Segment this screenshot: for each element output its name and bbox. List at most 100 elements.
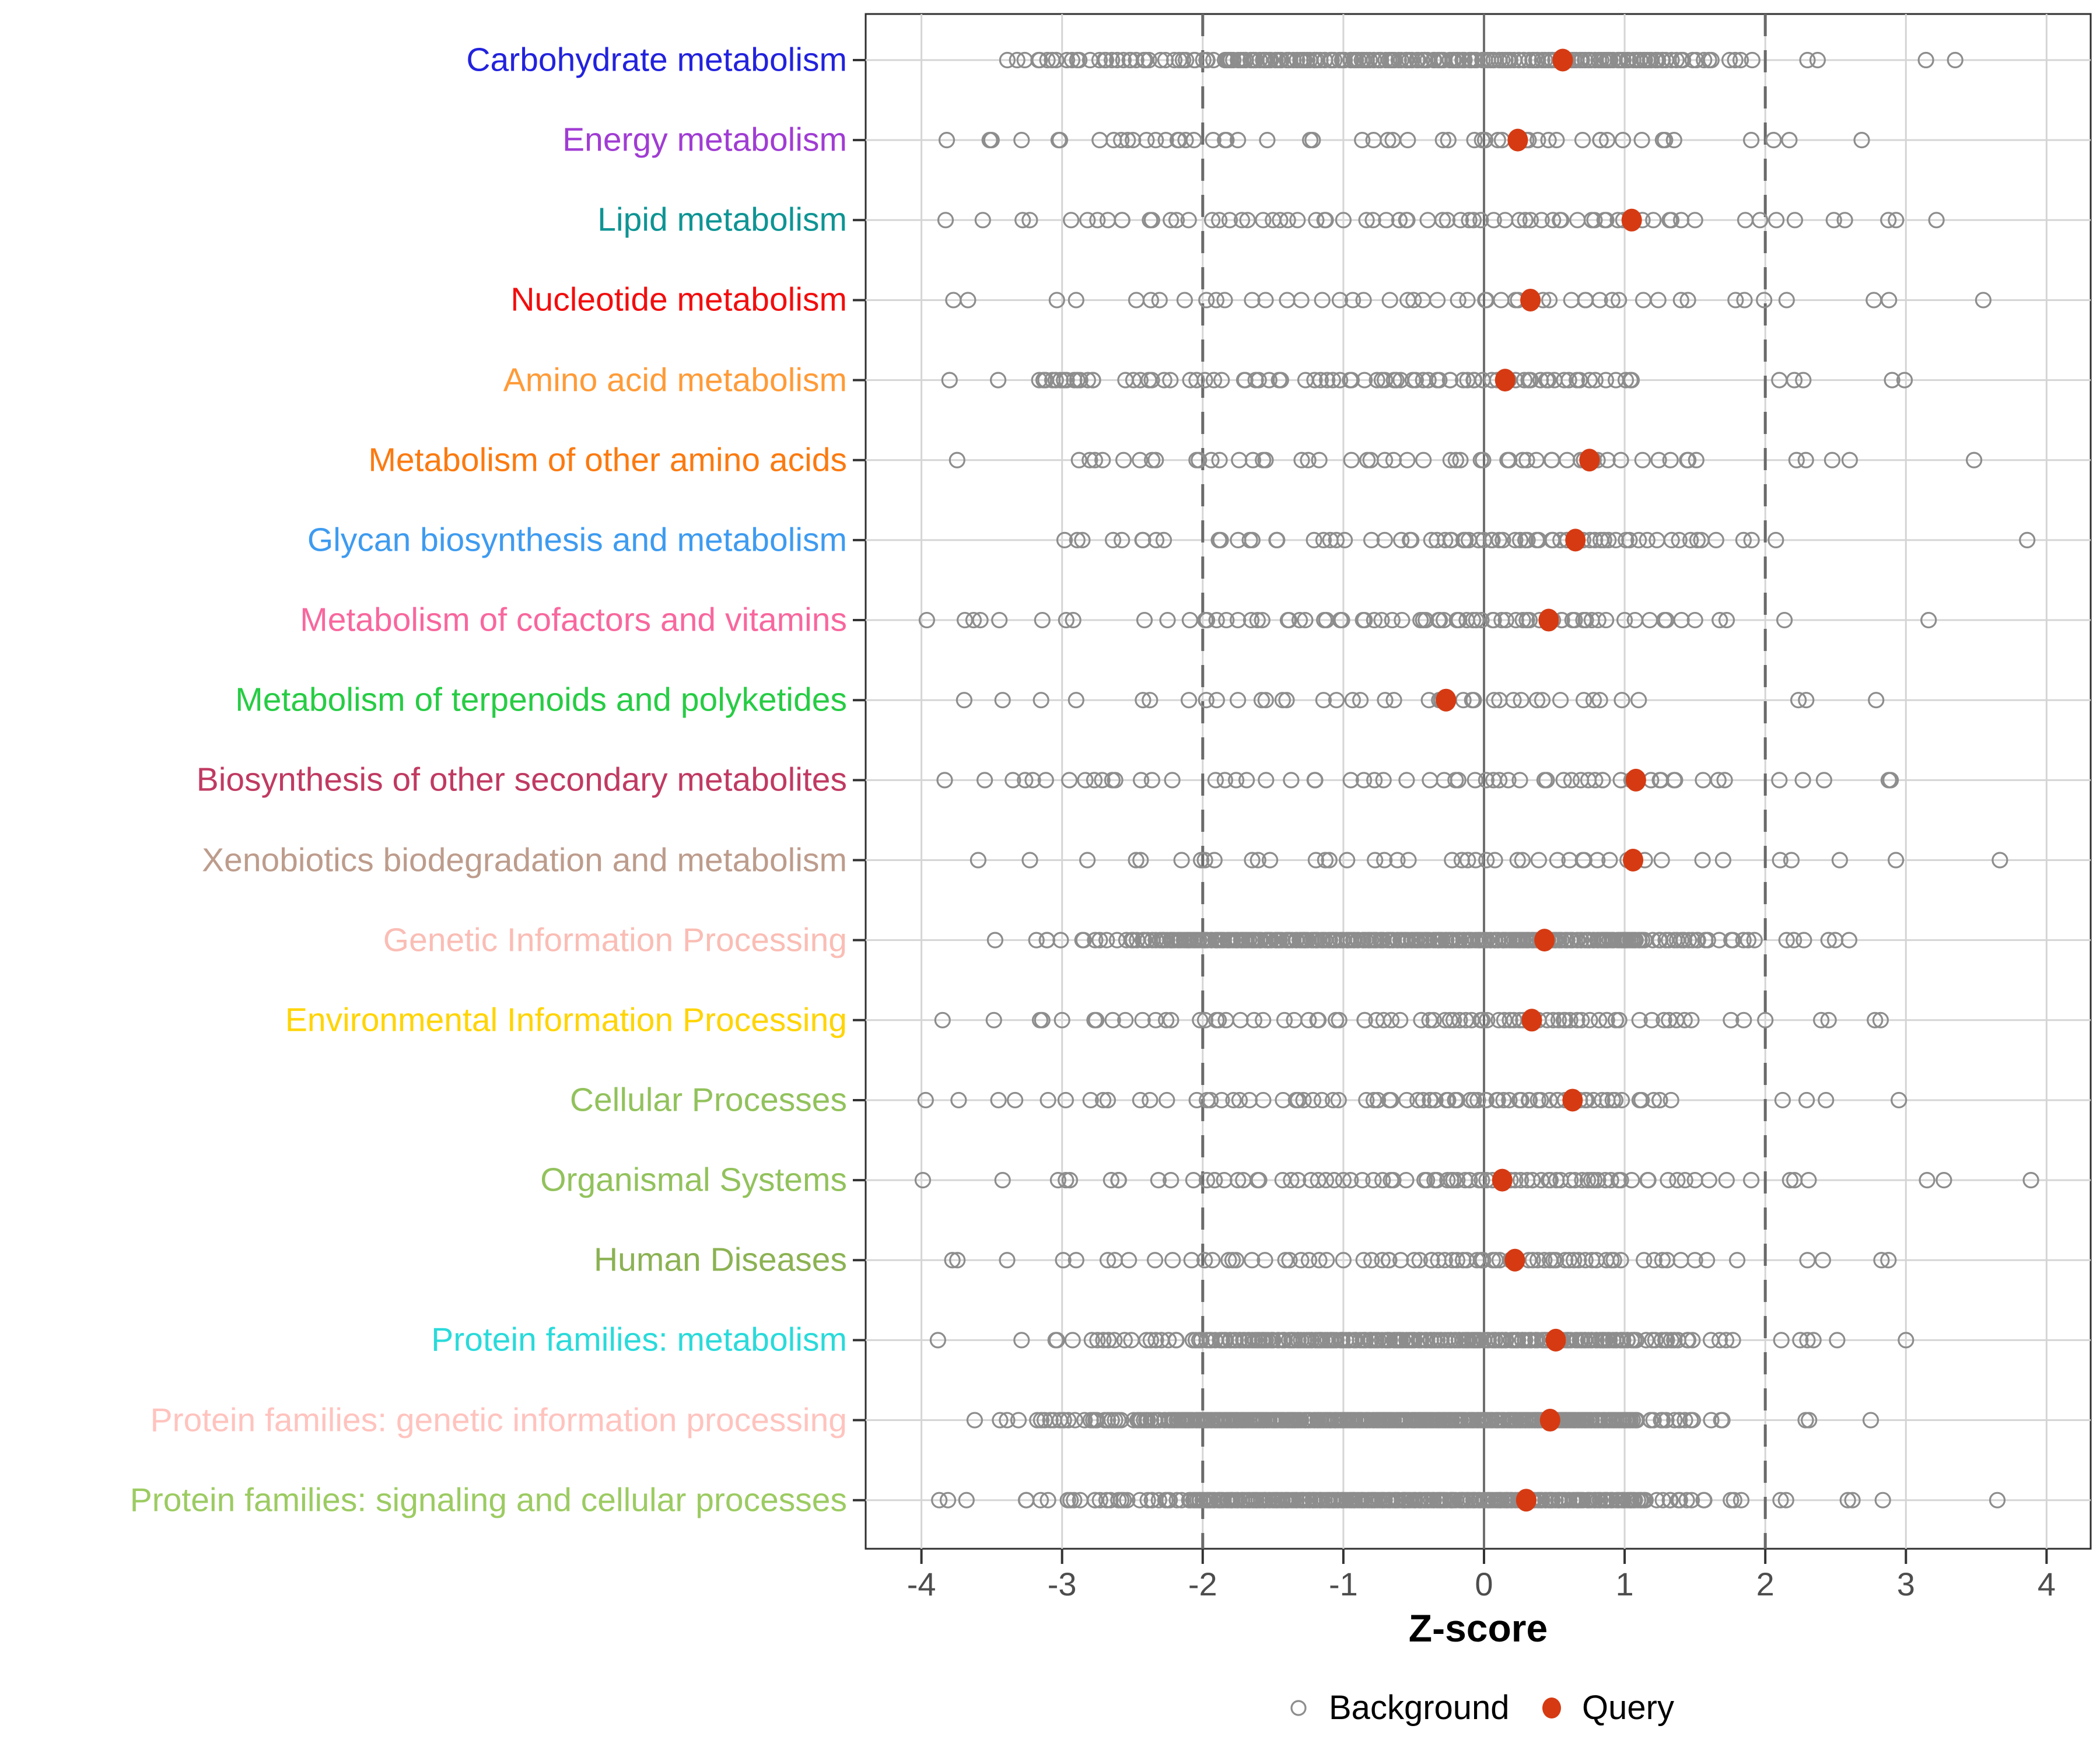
background-point xyxy=(1614,132,1632,149)
background-point xyxy=(1665,132,1682,149)
background-point xyxy=(1237,372,1254,388)
background-point xyxy=(1077,772,1094,789)
background-point xyxy=(934,1012,951,1028)
background-point xyxy=(1084,372,1101,388)
background-point xyxy=(1735,531,1752,549)
background-point xyxy=(1079,852,1096,869)
background-point xyxy=(1188,372,1205,388)
background-point xyxy=(1891,1091,1908,1109)
background-point xyxy=(1425,1012,1442,1028)
background-point xyxy=(1653,852,1670,869)
background-point xyxy=(1139,1492,1156,1508)
background-point xyxy=(937,212,954,229)
background-point xyxy=(1384,611,1401,629)
background-point xyxy=(1491,772,1508,789)
background-point xyxy=(1091,932,1108,949)
background-point xyxy=(1765,132,1782,149)
background-point xyxy=(1514,452,1531,468)
background-point xyxy=(1686,212,1703,229)
background-point xyxy=(1679,1332,1697,1349)
background-point xyxy=(1662,1091,1679,1109)
background-point xyxy=(1494,531,1511,549)
background-point xyxy=(1063,51,1081,69)
background-point xyxy=(1161,1492,1178,1508)
background-point xyxy=(1112,1412,1130,1429)
background-point xyxy=(1717,1332,1735,1349)
background-point xyxy=(1456,51,1473,69)
background-point xyxy=(1308,212,1325,229)
background-point xyxy=(1623,1171,1640,1189)
background-point xyxy=(1230,1171,1247,1189)
background-point xyxy=(1150,1171,1167,1189)
background-point xyxy=(1051,132,1069,149)
background-point xyxy=(1257,292,1274,309)
background-point xyxy=(1744,51,1760,69)
background-point xyxy=(1306,772,1323,789)
background-point xyxy=(1068,1252,1084,1269)
background-point xyxy=(1679,292,1696,309)
background-point xyxy=(1103,51,1121,69)
query-point xyxy=(1504,1248,1525,1272)
background-point xyxy=(1672,292,1689,309)
background-point xyxy=(1113,132,1130,149)
background-point xyxy=(1317,1171,1335,1189)
background-point xyxy=(1230,692,1247,709)
background-point xyxy=(1768,531,1784,549)
legend-label-query: Query xyxy=(1582,1689,1674,1727)
background-point xyxy=(1538,372,1555,388)
background-point xyxy=(1630,692,1647,709)
background-point xyxy=(1684,1412,1701,1429)
query-point xyxy=(1521,1009,1542,1032)
background-point xyxy=(1862,1412,1880,1429)
background-point xyxy=(1383,1012,1400,1028)
y-axis-label-4: Nucleotide metabolism xyxy=(510,281,847,318)
background-point xyxy=(1461,212,1478,229)
background-point xyxy=(1633,1091,1650,1109)
background-point xyxy=(1358,212,1375,229)
background-point xyxy=(1517,212,1534,229)
x-tick-label--1: -1 xyxy=(1328,1566,1358,1602)
background-point xyxy=(1132,372,1149,388)
background-point xyxy=(1155,531,1172,549)
background-point xyxy=(1513,692,1530,709)
background-point xyxy=(976,772,993,789)
background-point xyxy=(1591,292,1608,309)
background-point xyxy=(1250,372,1267,388)
background-point xyxy=(1142,1332,1160,1349)
background-point xyxy=(1605,1252,1622,1269)
x-tick-label-3: 3 xyxy=(1896,1566,1915,1602)
background-point xyxy=(1421,932,1438,949)
background-point xyxy=(1695,1492,1712,1508)
background-point xyxy=(1836,212,1853,229)
background-point xyxy=(1682,531,1699,549)
background-point xyxy=(1377,692,1394,709)
background-point xyxy=(1303,1332,1320,1349)
background-point xyxy=(1091,51,1108,69)
background-point xyxy=(1485,212,1502,229)
background-point xyxy=(1756,292,1773,309)
background-point xyxy=(1283,1171,1300,1189)
background-point xyxy=(1532,1091,1549,1109)
background-point xyxy=(1657,132,1674,149)
background-point xyxy=(1614,1091,1630,1109)
background-point xyxy=(1594,1091,1611,1109)
background-point xyxy=(944,1252,961,1269)
background-point xyxy=(1411,1252,1428,1269)
query-point xyxy=(1507,128,1528,152)
background-point xyxy=(1070,452,1087,468)
background-point xyxy=(1507,531,1524,549)
background-point xyxy=(1375,772,1392,789)
background-point xyxy=(1244,452,1261,468)
background-point xyxy=(1478,1091,1494,1109)
background-point xyxy=(1947,51,1964,69)
query-point xyxy=(1539,1409,1560,1432)
background-point xyxy=(1867,1012,1884,1028)
background-point xyxy=(1585,692,1602,709)
background-point xyxy=(1368,372,1385,388)
background-point xyxy=(1474,1171,1490,1189)
background-point xyxy=(1676,1012,1693,1028)
background-point xyxy=(1771,772,1788,789)
background-point xyxy=(1573,932,1590,949)
background-point xyxy=(1283,772,1300,789)
y-axis-label-5: Amino acid metabolism xyxy=(503,361,847,399)
